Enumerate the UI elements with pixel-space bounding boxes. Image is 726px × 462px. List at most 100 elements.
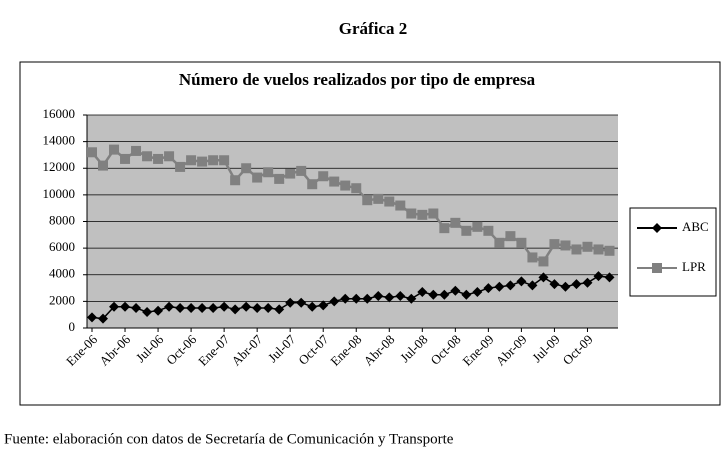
- data-point: [483, 225, 494, 236]
- data-point: [318, 171, 329, 182]
- data-point: [351, 293, 362, 304]
- data-point: [494, 237, 505, 248]
- data-point: [340, 293, 351, 304]
- data-point: [582, 277, 593, 288]
- data-point: [153, 305, 164, 316]
- data-point: [230, 304, 241, 315]
- data-point: [142, 307, 153, 318]
- data-point: [230, 175, 241, 186]
- data-point: [252, 303, 263, 314]
- data-point: [274, 304, 285, 315]
- data-point: [384, 196, 395, 207]
- data-point: [263, 167, 274, 178]
- data-point: [219, 155, 230, 166]
- data-point: [483, 283, 494, 294]
- data-point: [450, 285, 461, 296]
- data-point: [494, 281, 505, 292]
- y-tick-label: 16000: [43, 106, 76, 121]
- data-point: [318, 300, 329, 311]
- data-point: [428, 289, 439, 300]
- data-point: [208, 155, 219, 166]
- data-point: [241, 301, 252, 312]
- data-point: [175, 303, 186, 314]
- data-point: [549, 239, 560, 250]
- data-point: [571, 279, 582, 290]
- y-tick-label: 10000: [43, 186, 76, 201]
- y-tick-label: 14000: [43, 133, 76, 148]
- data-point: [164, 151, 175, 162]
- data-point: [461, 225, 472, 236]
- y-tick-label: 6000: [49, 239, 75, 254]
- data-point: [538, 256, 549, 267]
- chart-title: Número de vuelos realizados por tipo de …: [179, 70, 536, 89]
- y-tick-label: 2000: [49, 292, 75, 307]
- data-point: [87, 312, 97, 323]
- data-point: [340, 180, 351, 191]
- data-point: [384, 292, 395, 303]
- legend-box: [629, 207, 717, 297]
- y-tick-label: 12000: [43, 159, 76, 174]
- data-point: [362, 195, 373, 206]
- data-point: [373, 291, 384, 302]
- data-point: [109, 301, 120, 312]
- data-point: [582, 241, 593, 252]
- data-point: [593, 271, 604, 282]
- data-point: [131, 303, 142, 314]
- data-point: [538, 272, 549, 283]
- data-point: [604, 245, 615, 256]
- legend-marker: [652, 223, 662, 233]
- data-point: [406, 208, 417, 219]
- data-point: [406, 293, 417, 304]
- legend-label: ABC: [682, 219, 709, 234]
- data-point: [461, 289, 472, 300]
- data-point: [87, 147, 97, 158]
- data-point: [241, 163, 252, 174]
- legend-marker: [652, 263, 662, 273]
- data-point: [219, 301, 230, 312]
- data-point: [208, 303, 219, 314]
- figure-label: Gráfica 2: [339, 19, 407, 38]
- data-point: [351, 183, 362, 194]
- data-point: [417, 287, 428, 298]
- data-point: [296, 297, 307, 308]
- data-point: [109, 144, 120, 155]
- data-point: [362, 293, 373, 304]
- data-point: [98, 313, 109, 324]
- data-point: [153, 153, 164, 164]
- data-point: [252, 172, 263, 183]
- data-point: [186, 155, 197, 166]
- data-point: [307, 179, 318, 190]
- data-point: [186, 303, 197, 314]
- data-point: [274, 173, 285, 184]
- data-point: [428, 208, 439, 219]
- data-point: [560, 240, 571, 251]
- source-note: Fuente: elaboración con datos de Secreta…: [4, 431, 454, 447]
- data-point: [197, 303, 208, 314]
- data-point: [516, 276, 527, 287]
- data-point: [142, 151, 153, 162]
- data-point: [120, 301, 131, 312]
- data-point: [164, 301, 175, 312]
- data-point: [395, 291, 406, 302]
- data-point: [296, 165, 307, 176]
- data-point: [175, 161, 186, 172]
- data-point: [131, 145, 142, 156]
- data-point: [505, 231, 516, 242]
- data-point: [98, 160, 109, 171]
- data-point: [120, 153, 131, 164]
- data-point: [549, 279, 560, 290]
- data-point: [505, 280, 516, 291]
- data-point: [450, 217, 461, 228]
- data-point: [571, 244, 582, 255]
- data-point: [516, 237, 527, 248]
- data-point: [560, 281, 571, 292]
- y-tick-label: 0: [69, 319, 76, 334]
- data-point: [527, 252, 538, 263]
- y-tick-label: 8000: [49, 212, 75, 227]
- data-point: [472, 221, 483, 232]
- data-point: [285, 168, 296, 179]
- data-point: [593, 244, 604, 255]
- data-point: [472, 287, 483, 298]
- data-point: [329, 176, 340, 187]
